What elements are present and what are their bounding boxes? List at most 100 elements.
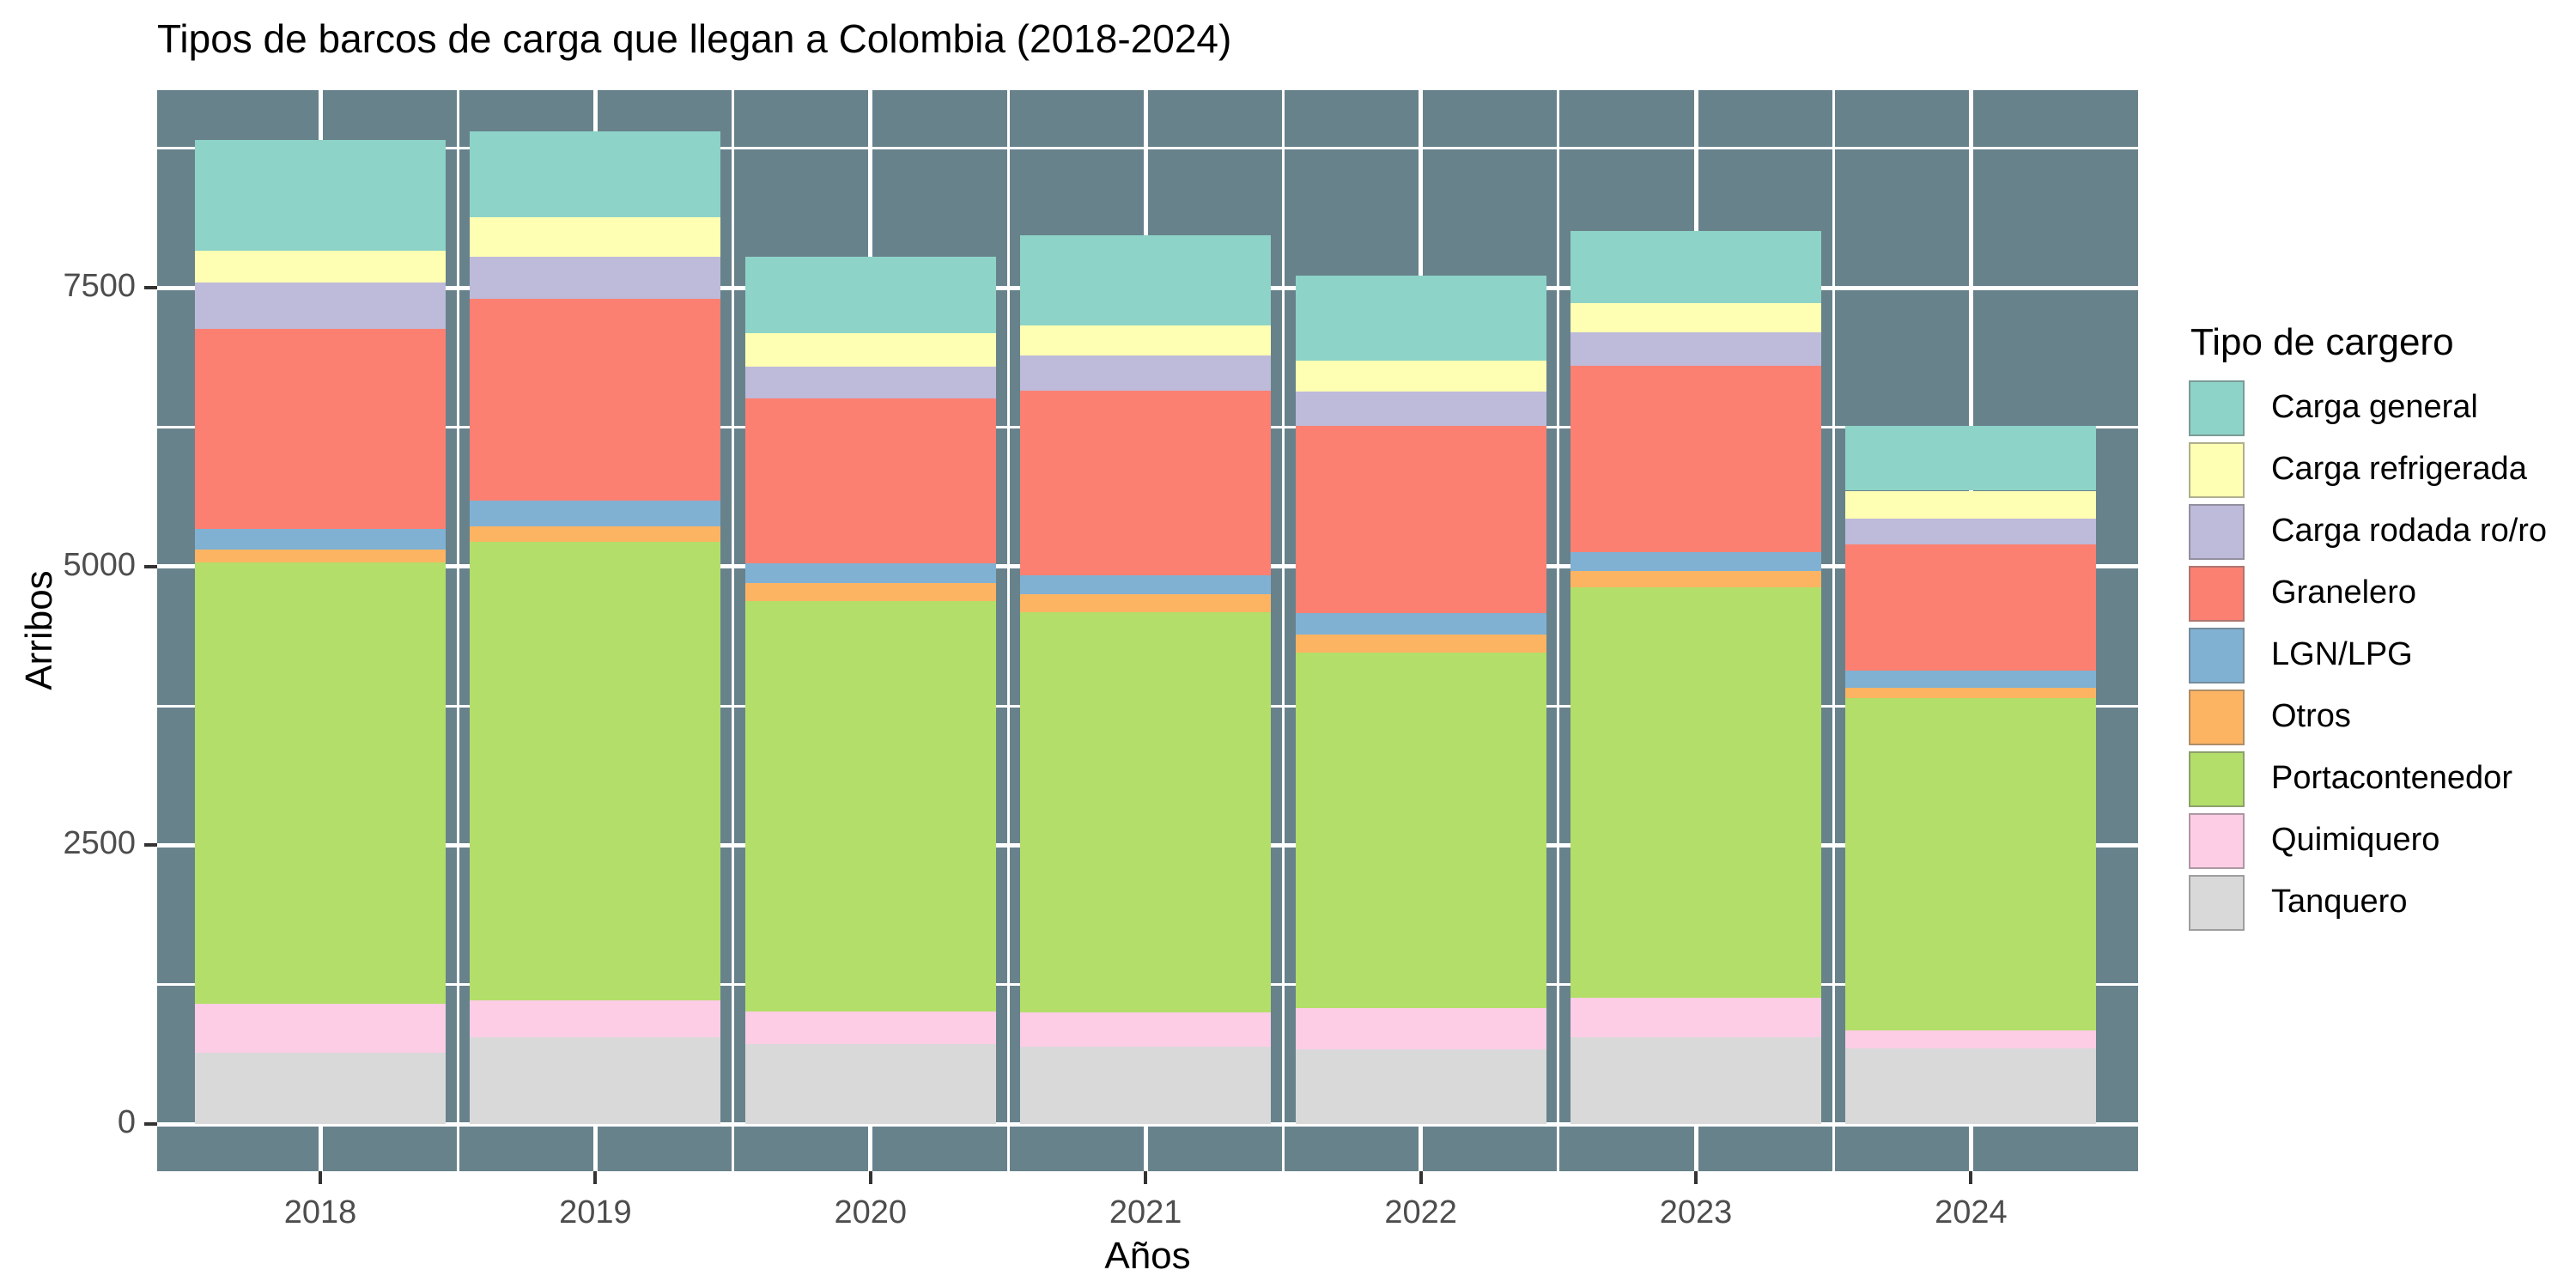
bar-segment-2021-carga-general [1020, 235, 1272, 326]
bar-segment-2024-carga-rodada-ro-ro [1845, 518, 2097, 544]
legend-label: Tanquero [2271, 883, 2408, 920]
x-tick-label: 2021 [1109, 1194, 1182, 1230]
y-tick-label: 2500 [63, 825, 136, 862]
bar-segment-2021-carga-rodada-ro-ro [1020, 355, 1272, 391]
bar-segment-2018-carga-general [195, 139, 446, 252]
legend-label: Otros [2271, 697, 2351, 734]
x-tick-label: 2023 [1659, 1194, 1733, 1230]
x-tick-mark [1419, 1171, 1423, 1184]
bar-segment-2021-lgn-lpg [1020, 575, 1272, 595]
legend-key-granelero [2189, 566, 2245, 622]
bar-segment-2023-portacontenedor [1571, 587, 1821, 999]
bar-segment-2019-carga-refrigerada [470, 217, 721, 257]
x-tick-label: 2022 [1384, 1194, 1457, 1230]
bar-segment-2018-otros [195, 550, 446, 562]
legend-key-otros [2189, 690, 2245, 745]
bar-segment-2022-carga-general [1295, 275, 1546, 361]
legend-label: Portacontenedor [2271, 759, 2512, 796]
x-tick-mark [1144, 1171, 1148, 1184]
y-tick-mark [144, 1122, 157, 1126]
legend-key-carga-general [2189, 380, 2245, 436]
chart-title: Tipos de barcos de carga que llegan a Co… [157, 16, 1232, 61]
bar-segment-2021-tanquero [1020, 1047, 1272, 1124]
x-tick-label: 2019 [559, 1194, 632, 1230]
x-minor-gridline [1281, 90, 1285, 1171]
bar-segment-2024-portacontenedor [1845, 698, 2097, 1030]
bar-segment-2019-granelero [470, 299, 721, 501]
bar-segment-2020-lgn-lpg [744, 562, 996, 584]
bar-segment-2018-carga-refrigerada [195, 251, 446, 283]
bar-segment-2018-quimiquero [195, 1003, 446, 1053]
chart-panel [157, 90, 2138, 1171]
bar-segment-2018-tanquero [195, 1052, 446, 1124]
bar-segment-2019-lgn-lpg [470, 501, 721, 527]
x-minor-gridline [1557, 90, 1560, 1171]
legend-label: Granelero [2271, 574, 2416, 611]
x-axis-title: Años [1104, 1235, 1191, 1277]
bar-segment-2018-lgn-lpg [195, 528, 446, 550]
bar-segment-2020-portacontenedor [744, 601, 996, 1012]
x-tick-mark [868, 1171, 872, 1184]
y-axis-title: Arribos [18, 569, 60, 690]
bar-segment-2019-carga-general [470, 131, 721, 218]
bar-segment-2019-tanquero [470, 1036, 721, 1124]
bar-segment-2022-lgn-lpg [1295, 613, 1546, 635]
bar-segment-2022-otros [1295, 635, 1546, 653]
bar-segment-2021-carga-refrigerada [1020, 325, 1272, 356]
bar-segment-2024-carga-refrigerada [1845, 490, 2097, 519]
bar-segment-2020-granelero [744, 398, 996, 563]
bar-segment-2024-lgn-lpg [1845, 670, 2097, 689]
bar-segment-2023-carga-general [1571, 230, 1821, 304]
x-tick-label: 2020 [834, 1194, 908, 1230]
legend-label: Carga general [2271, 388, 2478, 425]
y-tick-label: 5000 [63, 546, 136, 583]
bar-segment-2022-quimiquero [1295, 1007, 1546, 1049]
bar-segment-2019-portacontenedor [470, 542, 721, 1000]
x-minor-gridline [456, 90, 459, 1171]
x-minor-gridline [1006, 90, 1010, 1171]
bar-segment-2024-carga-general [1845, 426, 2097, 491]
x-tick-mark [319, 1171, 322, 1184]
bar-segment-2023-quimiquero [1571, 998, 1821, 1037]
x-tick-mark [1969, 1171, 1973, 1184]
bar-segment-2020-quimiquero [744, 1011, 996, 1044]
legend-key-carga-rodada-ro-ro [2189, 504, 2245, 560]
y-tick-mark [144, 286, 157, 290]
bar-segment-2023-lgn-lpg [1571, 551, 1821, 571]
bar-segment-2021-granelero [1020, 390, 1272, 576]
legend-label: Carga refrigerada [2271, 450, 2527, 487]
bar-segment-2019-quimiquero [470, 999, 721, 1037]
legend-key-portacontenedor [2189, 751, 2245, 807]
bar-segment-2023-tanquero [1571, 1036, 1821, 1124]
bar-segment-2024-otros [1845, 688, 2097, 698]
x-tick-mark [593, 1171, 598, 1184]
bar-segment-2021-otros [1020, 594, 1272, 613]
legend-title: Tipo de cargero [2190, 321, 2454, 363]
bar-segment-2019-carga-rodada-ro-ro [470, 256, 721, 300]
bar-segment-2020-tanquero [744, 1043, 996, 1124]
y-tick-mark [144, 843, 157, 848]
bar-segment-2022-portacontenedor [1295, 652, 1546, 1008]
bar-segment-2021-quimiquero [1020, 1012, 1272, 1048]
bar-segment-2018-granelero [195, 329, 446, 529]
bar-segment-2024-quimiquero [1845, 1030, 2097, 1048]
x-tick-mark [1694, 1171, 1698, 1184]
bar-segment-2019-otros [470, 526, 721, 543]
bar-segment-2023-carga-refrigerada [1571, 303, 1821, 333]
bar-segment-2018-portacontenedor [195, 562, 446, 1004]
bar-segment-2022-tanquero [1295, 1049, 1546, 1124]
legend-key-quimiquero [2189, 813, 2245, 869]
bar-segment-2020-carga-refrigerada [744, 333, 996, 368]
legend-key-tanquero [2189, 875, 2245, 931]
bar-segment-2022-granelero [1295, 426, 1546, 614]
bar-segment-2024-granelero [1845, 544, 2097, 671]
bar-segment-2018-carga-rodada-ro-ro [195, 282, 446, 330]
bar-segment-2020-otros [744, 583, 996, 602]
legend-key-carga-refrigerada [2189, 442, 2245, 498]
y-tick-label: 7500 [63, 268, 136, 305]
bar-segment-2022-carga-rodada-ro-ro [1295, 391, 1546, 427]
bar-segment-2024-tanquero [1845, 1048, 2097, 1124]
x-tick-label: 2018 [283, 1194, 357, 1230]
x-minor-gridline [732, 90, 735, 1171]
